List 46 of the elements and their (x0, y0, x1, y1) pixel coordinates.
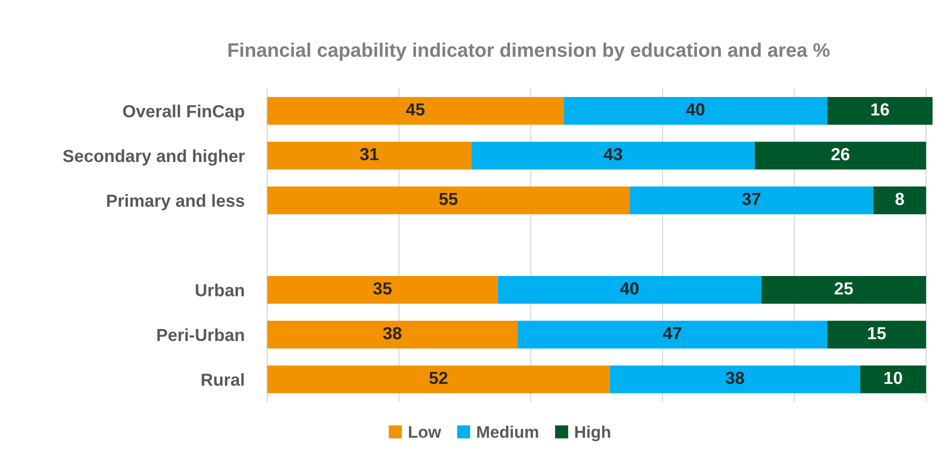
y-tick-label: Rural (202, 373, 244, 386)
bar (827, 320, 926, 349)
data-label: 15 (868, 327, 886, 340)
y-tick-label: Secondary and higher (63, 149, 245, 166)
bar (267, 97, 564, 125)
data-label: 38 (383, 327, 402, 340)
data-label: 55 (439, 192, 458, 206)
chart-title: Financial capability indicator dimension by education and area % (228, 42, 830, 61)
data-label: 47 (663, 327, 682, 340)
bar (564, 97, 828, 125)
data-label: 10 (884, 372, 902, 384)
data-label: 40 (620, 282, 639, 295)
bar (267, 320, 518, 349)
data-label: 31 (360, 148, 378, 160)
bar (498, 276, 762, 304)
bar (630, 186, 874, 214)
data-label: 8 (895, 192, 904, 206)
bar (518, 320, 828, 349)
y-tick-label: Overall FinCap (123, 104, 244, 121)
bar (471, 142, 755, 170)
bar (860, 366, 926, 394)
legend-label: Medium (477, 426, 538, 438)
y-tick-label: Urban (196, 284, 244, 296)
data-label: 25 (834, 282, 853, 295)
data-label: 37 (742, 192, 760, 206)
bar (754, 142, 926, 170)
data-label: 40 (686, 103, 704, 116)
data-label: 43 (604, 148, 622, 160)
y-tick-label: Primary and less (107, 194, 244, 210)
bar (267, 186, 630, 214)
bar (761, 276, 926, 304)
bar (267, 276, 498, 304)
data-label: 35 (373, 282, 392, 295)
y-tick-label: Peri-Urban (157, 328, 244, 342)
bar (267, 366, 610, 394)
bar (827, 97, 933, 125)
legend-label: Low (408, 426, 442, 438)
data-label: 38 (726, 372, 744, 384)
data-label: 16 (871, 103, 889, 116)
data-label: 26 (831, 148, 850, 160)
bar (873, 186, 926, 214)
data-label: 45 (406, 103, 425, 116)
legend-label: High (575, 426, 610, 442)
data-label: 52 (429, 372, 448, 384)
bar (267, 142, 472, 170)
bar (610, 366, 860, 394)
